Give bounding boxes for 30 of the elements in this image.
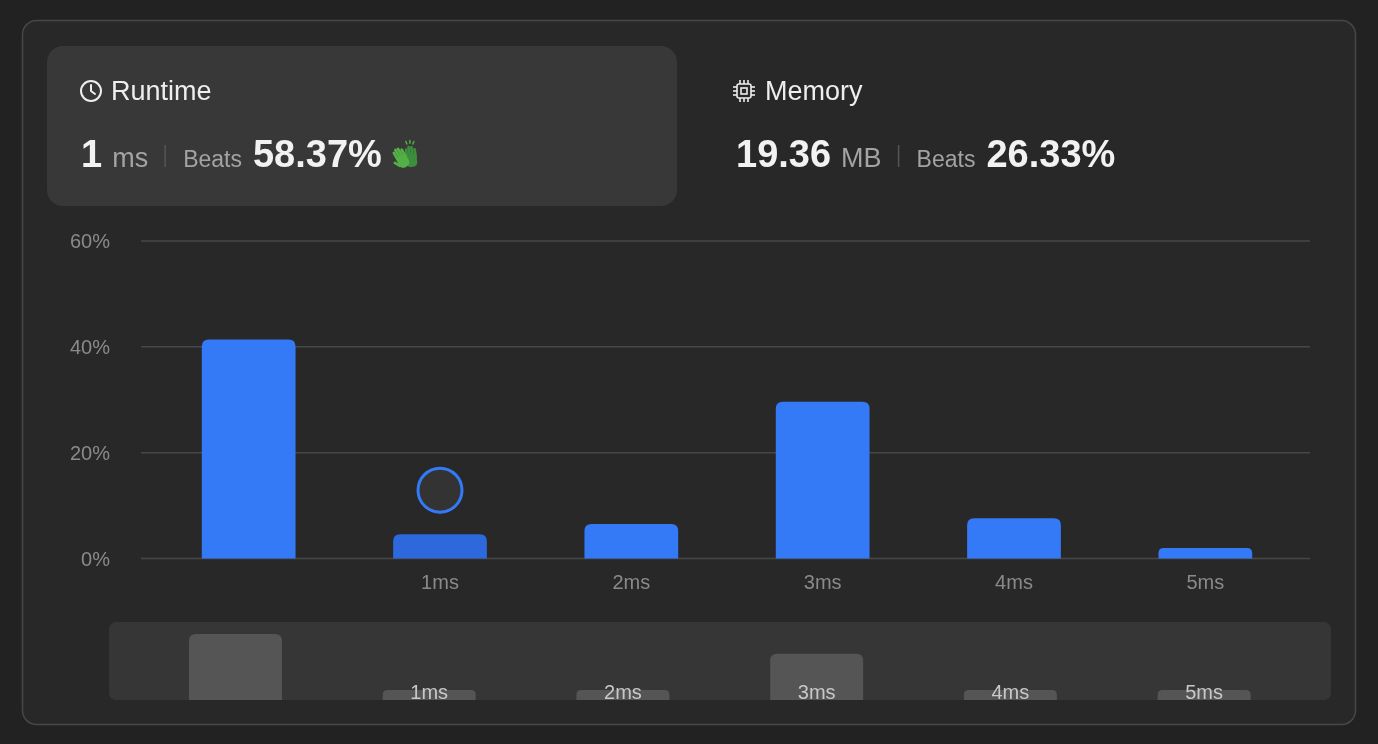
text: Runtime	[111, 76, 212, 106]
text: 26.33%	[986, 133, 1116, 175]
text: Beats	[183, 146, 242, 172]
x-tick-label: 3ms	[797, 681, 836, 703]
text: ms	[112, 143, 149, 173]
y-tick-label: 40%	[69, 335, 111, 358]
x-tick-label: 4ms	[991, 681, 1030, 703]
x-tick-label: 5ms	[1186, 571, 1225, 593]
bar	[584, 524, 679, 559]
y-tick-label: 20%	[69, 441, 111, 464]
x-tick-label: 2ms	[604, 681, 642, 703]
x-tick-label: 2ms	[612, 571, 651, 593]
text: MB	[841, 143, 882, 173]
text: Memory	[765, 76, 864, 106]
text: 19.36	[736, 133, 832, 175]
bar	[393, 534, 487, 559]
y-tick-label: 60%	[69, 230, 111, 252]
x-tick-label: 5ms	[1185, 681, 1224, 703]
bar	[775, 401, 870, 559]
x-tick-label: 3ms	[803, 571, 842, 593]
x-tick-label: 1ms	[410, 681, 449, 703]
bar	[967, 518, 1061, 559]
bar	[201, 339, 296, 559]
text: 1	[81, 133, 103, 175]
x-tick-label: 1ms	[421, 571, 459, 593]
y-tick-label: 0%	[81, 547, 111, 570]
text: Beats	[916, 146, 976, 172]
x-tick-label: 4ms	[995, 571, 1033, 593]
bar	[1158, 547, 1253, 559]
text: 58.37%	[252, 133, 382, 175]
